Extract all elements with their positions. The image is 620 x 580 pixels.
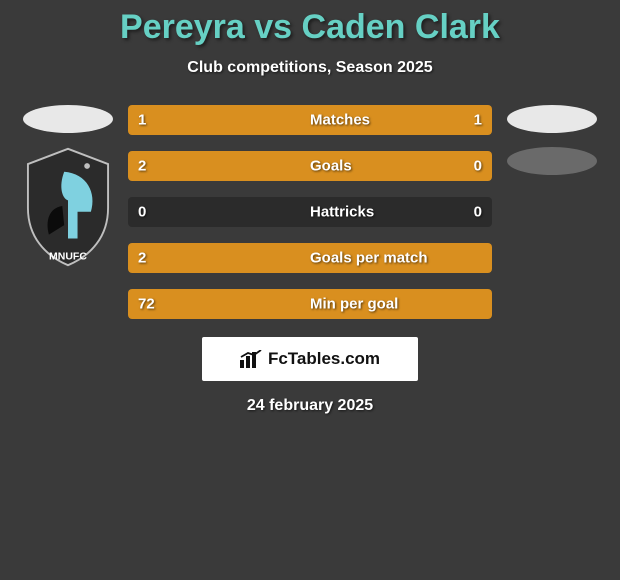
stat-value-left: 0 bbox=[138, 204, 146, 221]
stat-row-hattricks: 0 0 Hattricks bbox=[128, 197, 492, 227]
right-player-avatar-placeholder bbox=[507, 105, 597, 133]
stat-value-left: 72 bbox=[138, 296, 155, 313]
stat-value-left: 2 bbox=[138, 158, 146, 175]
comparison-body: MNUFC 1 1 Matches 2 0 Goals 0 0 Hattricks 2 Goals … bbox=[0, 105, 620, 319]
source-logo-text: FcTables.com bbox=[268, 349, 380, 369]
stat-value-left: 2 bbox=[138, 250, 146, 267]
stat-row-goals-per-match: 2 Goals per match bbox=[128, 243, 492, 273]
stat-label: Min per goal bbox=[310, 296, 398, 313]
left-team-badge: MNUFC bbox=[20, 147, 116, 267]
stat-label: Goals per match bbox=[310, 250, 428, 267]
stat-value-right: 0 bbox=[474, 204, 482, 221]
left-player-avatar-placeholder bbox=[23, 105, 113, 133]
stat-bar-left bbox=[128, 151, 405, 181]
stat-row-min-per-goal: 72 Min per goal bbox=[128, 289, 492, 319]
badge-text: MNUFC bbox=[49, 251, 87, 262]
stat-value-right: 0 bbox=[474, 158, 482, 175]
snapshot-date: 24 february 2025 bbox=[0, 397, 620, 415]
stat-value-left: 1 bbox=[138, 112, 146, 129]
stat-bars: 1 1 Matches 2 0 Goals 0 0 Hattricks 2 Goals per ma… bbox=[128, 105, 492, 319]
right-player-col bbox=[502, 105, 602, 175]
comparison-subtitle: Club competitions, Season 2025 bbox=[0, 59, 620, 77]
bar-chart-icon bbox=[240, 350, 262, 368]
stat-value-right: 1 bbox=[474, 112, 482, 129]
stat-label: Matches bbox=[310, 112, 370, 129]
comparison-title: Pereyra vs Caden Clark bbox=[0, 0, 620, 47]
stat-row-goals: 2 0 Goals bbox=[128, 151, 492, 181]
stat-label: Goals bbox=[310, 158, 352, 175]
left-player-col: MNUFC bbox=[18, 105, 118, 267]
stat-bar-left bbox=[128, 105, 310, 135]
right-team-badge-placeholder bbox=[507, 147, 597, 175]
source-logo: FcTables.com bbox=[202, 337, 418, 381]
stat-row-matches: 1 1 Matches bbox=[128, 105, 492, 135]
stat-label: Hattricks bbox=[310, 204, 374, 221]
